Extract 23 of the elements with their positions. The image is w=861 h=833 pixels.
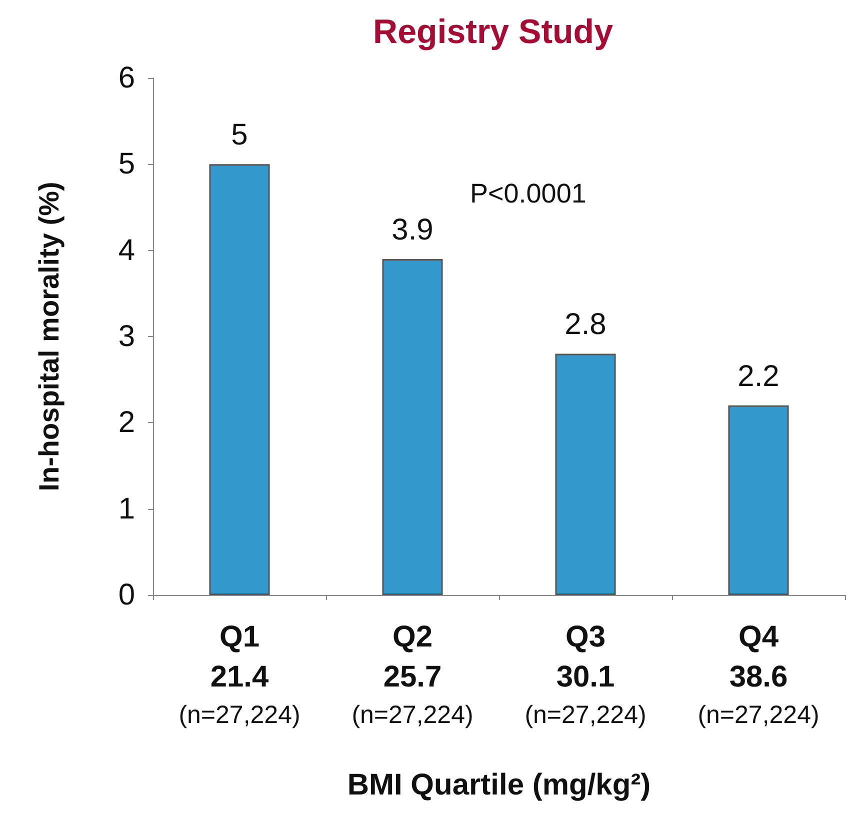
y-tick-label: 3 bbox=[118, 320, 135, 353]
data-label: 3.9 bbox=[392, 213, 434, 246]
y-tick-label: 5 bbox=[118, 148, 135, 181]
x-tick-label: Q3 30.1 (n=27,224) bbox=[524, 620, 646, 729]
x-axis-title: BMI Quartile (mg/kg²) bbox=[347, 768, 651, 802]
data-label: 5 bbox=[231, 118, 248, 152]
bar bbox=[382, 258, 443, 595]
y-tick-label: 2 bbox=[118, 406, 135, 440]
data-label: 2.2 bbox=[738, 360, 780, 393]
data-label: 2.8 bbox=[564, 308, 606, 342]
y-tick-label: 6 bbox=[118, 62, 135, 94]
bar bbox=[209, 164, 270, 595]
y-tick-label: 0 bbox=[118, 578, 135, 612]
y-tick-label: 1 bbox=[118, 492, 135, 526]
x-tick-label: Q2 25.7 (n=27,224) bbox=[352, 620, 474, 729]
y-axis-title: In-hospital morality (%) bbox=[34, 182, 64, 492]
annotation: P<0.0001 bbox=[470, 178, 586, 208]
bar bbox=[555, 354, 616, 595]
chart-title: Registry Study bbox=[373, 13, 614, 51]
x-tick-label: Q1 21.4 (n=27,224) bbox=[178, 620, 300, 729]
x-tick-label: Q4 38.6 (n=27,224) bbox=[698, 620, 820, 729]
y-tick-label: 4 bbox=[118, 234, 135, 267]
bar bbox=[728, 405, 789, 595]
